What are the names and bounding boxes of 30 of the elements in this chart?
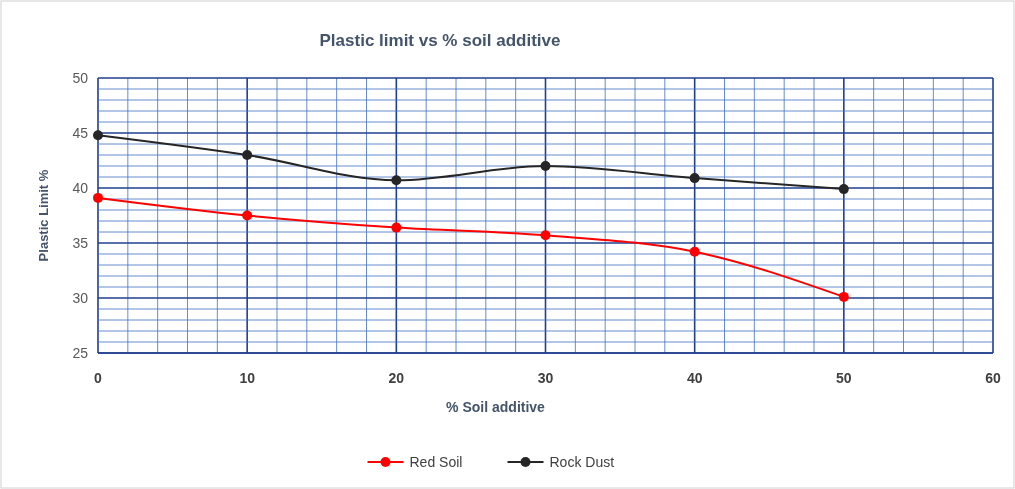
y-tick-label: 35	[72, 234, 89, 251]
y-tick-label: 30	[72, 289, 89, 306]
point	[540, 230, 551, 241]
y-axis-title: Plastic Limit %	[36, 169, 51, 262]
x-tick-label: 20	[388, 370, 405, 386]
x-tick-label: 0	[94, 370, 103, 386]
y-tick-label: 45	[72, 124, 89, 141]
point	[391, 222, 402, 233]
x-tick-label: 10	[239, 370, 256, 386]
x-tick-label: 60	[985, 370, 1001, 386]
point	[689, 246, 700, 257]
point	[93, 192, 103, 203]
point	[391, 175, 402, 186]
point	[838, 291, 849, 302]
x-tick-label: 50	[836, 370, 852, 386]
x-axis-title: % Soil additive	[446, 399, 546, 415]
y-tick-label: 25	[72, 344, 89, 361]
point	[540, 161, 551, 171]
y-tick-label: 50	[72, 69, 89, 86]
point	[93, 130, 103, 141]
legend-label: Red Soil	[409, 453, 463, 470]
point	[838, 184, 849, 195]
x-tick-label: 30	[537, 370, 554, 386]
legend-label: Rock Dust	[549, 453, 615, 470]
chart-title: Plastic limit vs % soil additive	[319, 31, 561, 50]
y-tick-label: 40	[72, 179, 89, 196]
point	[242, 210, 253, 221]
point	[242, 150, 253, 160]
point	[689, 173, 700, 184]
x-tick-label: 40	[686, 370, 703, 386]
